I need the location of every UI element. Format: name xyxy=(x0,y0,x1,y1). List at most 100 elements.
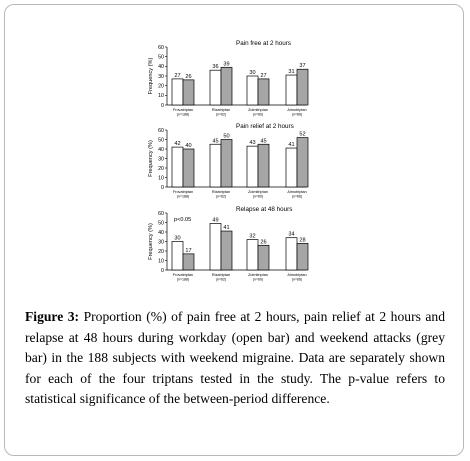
y-tick-label: 40 xyxy=(158,147,164,153)
bar-weekend xyxy=(296,68,309,106)
bar-workday xyxy=(209,223,222,271)
y-axis-label: Frequency (%) xyxy=(148,58,154,95)
bar-weekend xyxy=(182,79,195,106)
bar-workday xyxy=(171,241,184,271)
x-category-n: (n=188) xyxy=(177,195,190,199)
y-tick-label: 30 xyxy=(158,74,164,80)
bar-value-label: 26 xyxy=(185,74,191,80)
x-category-label: Frovatriptan xyxy=(173,273,193,277)
bar-value-label: 31 xyxy=(288,69,294,75)
x-category-n: (n=62) xyxy=(216,113,227,117)
bar-weekend xyxy=(296,243,309,271)
y-tick-label: 20 xyxy=(158,166,164,172)
bar-workday xyxy=(171,78,184,106)
x-category-n: (n=62) xyxy=(216,278,227,282)
y-tick-label: 10 xyxy=(158,258,164,264)
x-category-label: Zolmitriptan xyxy=(248,108,268,112)
bar-workday xyxy=(285,74,298,106)
bar-weekend xyxy=(257,78,270,106)
bar-workday xyxy=(209,143,222,188)
x-category-n: (n=60) xyxy=(253,113,264,117)
x-category-label: Almotriptan xyxy=(287,108,306,112)
caption-text: Proportion (%) of pain free at 2 hours, … xyxy=(25,309,446,407)
y-tick-label: 30 xyxy=(158,239,164,245)
x-category-label: Almotriptan xyxy=(287,190,306,194)
bar-weekend xyxy=(220,139,233,188)
x-category-label: Frovatriptan xyxy=(173,108,193,112)
y-tick-label: 10 xyxy=(158,93,164,99)
y-tick-label: 0 xyxy=(161,185,164,191)
x-category-label: Rizatriptan xyxy=(212,190,230,194)
bar-value-label: 39 xyxy=(223,61,229,67)
bar-weekend xyxy=(220,230,233,271)
bar-value-label: 45 xyxy=(212,138,218,144)
x-category-label: Zolmitriptan xyxy=(248,190,268,194)
bar-value-label: 40 xyxy=(185,143,191,149)
chart-title: Pain free at 2 hours xyxy=(236,40,291,47)
bar-workday xyxy=(285,237,298,271)
y-axis-label: Frequency (%) xyxy=(148,140,154,177)
bar-weekend xyxy=(220,66,233,106)
x-category-n: (n=60) xyxy=(253,278,264,282)
bar-weekend xyxy=(257,244,270,271)
charts-container: Pain free at 2 hours Frequency (%) 0 10 20 30… xyxy=(148,40,309,282)
bar-value-label: 41 xyxy=(288,142,294,148)
bar-value-label: 49 xyxy=(212,217,218,223)
x-category-n: (n=66) xyxy=(292,195,303,199)
y-tick-label: 40 xyxy=(158,230,164,236)
bar-workday xyxy=(285,147,298,188)
bar-value-label: 37 xyxy=(299,63,305,69)
y-tick-label: 20 xyxy=(158,249,164,255)
figure-frame xyxy=(4,4,464,456)
bar-weekend xyxy=(296,137,309,188)
bar-weekend xyxy=(182,253,195,271)
x-category-label: Almotriptan xyxy=(287,273,306,277)
bar-value-label: 36 xyxy=(212,64,218,70)
x-category-label: Frovatriptan xyxy=(173,190,193,194)
y-tick-label: 20 xyxy=(158,83,164,89)
x-category-n: (n=66) xyxy=(292,278,303,282)
x-category-n: (n=62) xyxy=(216,195,227,199)
bar-workday xyxy=(246,75,259,106)
y-tick-label: 40 xyxy=(158,64,164,70)
y-tick-label: 60 xyxy=(158,45,164,51)
y-tick-label: 0 xyxy=(161,103,164,109)
bar-value-label: 27 xyxy=(260,73,266,79)
figure-caption: Figure 3: Proportion (%) of pain free at… xyxy=(25,307,445,410)
x-category-n: (n=188) xyxy=(177,278,190,282)
bar-value-label: 52 xyxy=(299,132,305,138)
y-tick-label: 30 xyxy=(158,156,164,162)
bar-workday xyxy=(246,145,259,188)
x-category-n: (n=66) xyxy=(292,113,303,117)
bar-weekend xyxy=(257,143,270,188)
bar-value-label: 30 xyxy=(174,236,180,242)
bar-value-label: 17 xyxy=(185,248,191,254)
bar-workday xyxy=(246,239,259,271)
y-tick-label: 0 xyxy=(161,268,164,274)
bar-workday xyxy=(209,69,222,106)
chart-title: Relapse at 48 hours xyxy=(236,206,292,213)
bar-weekend xyxy=(182,148,195,188)
y-tick-label: 50 xyxy=(158,220,164,226)
y-axis-label: Frequency (%) xyxy=(148,223,154,260)
bar-value-label: 26 xyxy=(260,239,266,245)
bar-value-label: 43 xyxy=(249,140,255,146)
bar-value-label: 30 xyxy=(249,70,255,76)
x-category-n: (n=188) xyxy=(177,113,190,117)
y-tick-label: 60 xyxy=(158,128,164,134)
bar-value-label: 50 xyxy=(223,134,229,140)
x-category-n: (n=60) xyxy=(253,195,264,199)
bar-value-label: 45 xyxy=(260,138,266,144)
bar-value-label: 34 xyxy=(288,232,294,238)
bar-value-label: 27 xyxy=(174,73,180,79)
x-category-label: Rizatriptan xyxy=(212,273,230,277)
caption-label: Figure 3: xyxy=(25,309,80,324)
x-category-label: Rizatriptan xyxy=(212,108,230,112)
bar-value-label: 32 xyxy=(249,234,255,240)
chart-title: Pain relief at 2 hours xyxy=(236,123,294,130)
bar-workday xyxy=(171,146,184,188)
y-tick-label: 50 xyxy=(158,54,164,60)
y-tick-label: 60 xyxy=(158,211,164,217)
bar-value-label: 42 xyxy=(174,141,180,147)
y-tick-label: 10 xyxy=(158,175,164,181)
